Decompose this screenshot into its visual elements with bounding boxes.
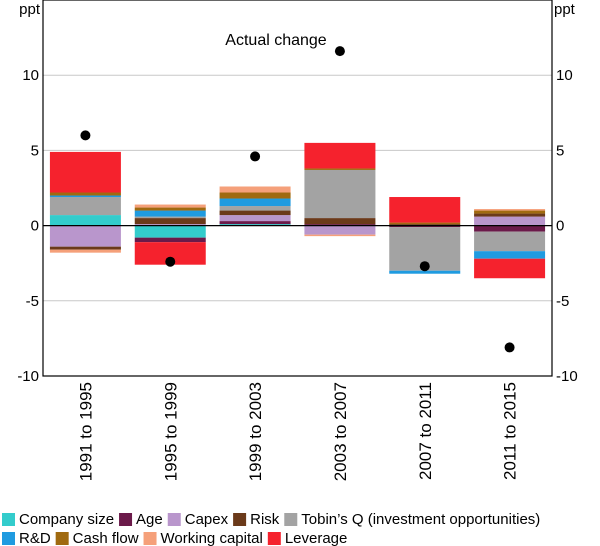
bar-segment	[219, 210, 291, 216]
bar-segment	[134, 216, 206, 219]
plot-frame	[42, 0, 553, 377]
bar-segment	[474, 209, 546, 211]
bar-segment	[304, 224, 376, 226]
bar-segment	[304, 218, 376, 225]
category-label: 1995 to 1999	[161, 382, 180, 481]
legend-swatch	[119, 513, 133, 526]
legend-label: Tobin’s Q (investment opportunities)	[301, 511, 540, 528]
y-axis-unit-right: ppt	[554, 1, 576, 18]
bar-segment	[474, 258, 546, 279]
bar-segment	[49, 192, 121, 196]
bar-segment	[49, 151, 121, 193]
y-tick-label-left: -5	[26, 293, 39, 310]
bar-segment	[134, 204, 206, 208]
legend-label: Leverage	[285, 530, 348, 546]
bar-segment	[134, 210, 206, 217]
bar-segment	[134, 242, 206, 265]
bar-segment	[219, 221, 291, 225]
bar-segment	[49, 246, 121, 250]
y-tick-label-right: 5	[556, 142, 564, 159]
actual-change-point	[504, 342, 515, 353]
actual-change-point	[419, 261, 430, 272]
legend-swatch	[284, 513, 298, 526]
category-label: 2007 to 2011	[416, 382, 435, 480]
bar-segment	[134, 224, 206, 226]
y-tick-label-left: -10	[17, 368, 39, 385]
bar-segment	[49, 215, 121, 226]
bar-segment	[474, 216, 546, 226]
bar-segment	[304, 168, 376, 170]
bar-segment	[219, 198, 291, 207]
bar-segment	[134, 218, 206, 225]
y-tick-label-right: 0	[556, 218, 564, 235]
y-axis-unit-left: ppt	[19, 1, 41, 18]
legend-swatch	[2, 532, 15, 545]
legend-label: R&D	[19, 530, 51, 546]
bar-segment	[389, 225, 461, 228]
bar-segment	[304, 169, 376, 219]
actual-change-annotation: Actual change	[225, 32, 327, 49]
bar-segment	[389, 222, 461, 225]
bar-segment	[389, 197, 461, 223]
bar-segment	[474, 251, 546, 259]
legend-swatch	[167, 513, 181, 526]
bar-segment	[219, 186, 291, 193]
legend-label: Cash flow	[73, 530, 139, 546]
bar-segment	[474, 213, 546, 217]
bar-segment	[219, 192, 291, 199]
actual-change-point	[80, 130, 91, 141]
category-label: 2003 to 2007	[331, 382, 350, 481]
bar-segment	[389, 270, 461, 274]
actual-change-point	[250, 151, 261, 162]
bar-segment	[219, 206, 291, 211]
bar-segment	[474, 225, 546, 232]
bar-segment	[474, 210, 546, 214]
bar-segment	[49, 197, 121, 216]
bar-segment	[219, 224, 291, 226]
legend-label: Company size	[19, 511, 114, 528]
bar-segment	[49, 225, 121, 247]
legend-label: Age	[136, 511, 163, 528]
legend-swatch	[2, 513, 15, 526]
y-tick-label-right: -10	[556, 368, 578, 385]
bar-segment	[304, 234, 376, 237]
bar-segment	[304, 225, 376, 235]
y-tick-label-left: 5	[31, 142, 39, 159]
legend-label: Risk	[250, 511, 280, 528]
bar-segment	[134, 237, 206, 243]
category-label: 1999 to 2003	[246, 382, 265, 481]
legend-swatch	[233, 513, 247, 526]
bar-segment	[134, 207, 206, 211]
legend-label: Working capital	[161, 530, 263, 546]
bar-segment	[219, 215, 291, 222]
legend-swatch	[143, 532, 157, 545]
y-tick-label-left: 0	[31, 218, 39, 235]
bar-segment	[49, 195, 121, 198]
y-tick-label-left: 10	[22, 67, 39, 84]
bar-segment	[304, 142, 376, 169]
bar-segment	[134, 225, 206, 238]
bar-segment	[49, 249, 121, 253]
bar-segment	[389, 224, 461, 226]
actual-change-point	[165, 256, 176, 267]
actual-change-point	[334, 46, 345, 57]
category-label: 2011 to 2015	[501, 382, 520, 480]
y-tick-label-right: 10	[556, 67, 573, 84]
category-label: 1991 to 1995	[76, 382, 95, 481]
legend-swatch	[267, 532, 281, 545]
bar-segment	[474, 231, 546, 252]
y-tick-label-right: -5	[556, 293, 569, 310]
legend-swatch	[55, 532, 69, 545]
legend-label: Capex	[185, 511, 229, 528]
